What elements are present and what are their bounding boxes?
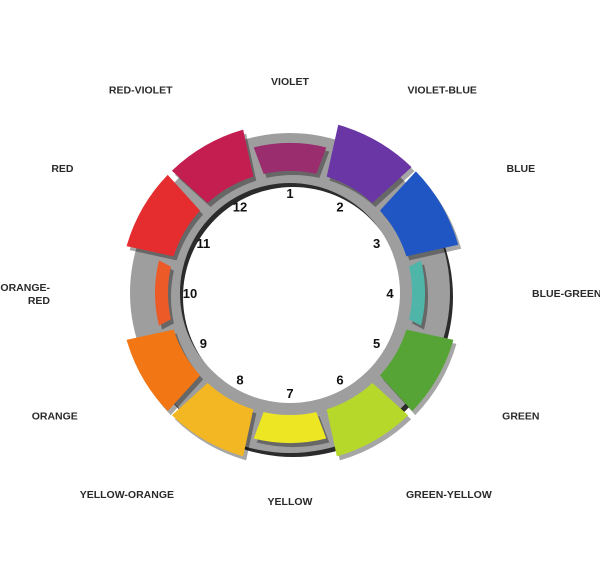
color-segment-yellow-orange: [171, 382, 254, 457]
color-segment-green-yellow: [326, 382, 409, 457]
segment-name: RED-VIOLET: [109, 84, 173, 96]
color-segment-violet: [253, 143, 327, 174]
ring-band: [130, 133, 450, 453]
segment-name: ORANGE-RED: [0, 282, 50, 307]
segment-names: VIOLET VIOLET-BLUE BLUE BLUE-GREEN GREEN GREE…: [0, 76, 600, 508]
color-segment-violet-blue: [326, 124, 412, 204]
segment-number: 11: [197, 236, 211, 251]
segment-number: 5: [373, 336, 380, 351]
segment-name: YELLOW-ORANGE: [80, 489, 174, 501]
segment-name: GREEN-YELLOW: [406, 489, 492, 501]
color-segment-green: [379, 329, 454, 412]
segment-name: RED: [51, 163, 74, 175]
color-segment-red-violet: [171, 129, 254, 204]
segment-number: 1: [286, 186, 293, 201]
segment-name: VIOLET: [271, 76, 310, 88]
color-segment-orange-red: [154, 260, 171, 326]
segment-number: 6: [336, 373, 343, 388]
segment-number: 8: [236, 373, 243, 388]
segment-number: 3: [373, 236, 380, 251]
segment-name: ORANGE: [32, 411, 78, 423]
color-segment-blue: [379, 171, 459, 257]
segment-name: BLUE: [507, 163, 536, 175]
color-segment-yellow: [253, 412, 327, 444]
segment-name: VIOLET-BLUE: [408, 84, 477, 96]
segment-name: YELLOW: [268, 496, 313, 508]
segment-name: BLUE-GREEN: [532, 288, 600, 300]
gray-ring: [130, 133, 453, 457]
segment-number: 4: [386, 286, 394, 301]
color-segments: [126, 124, 462, 461]
color-segment-red: [126, 174, 201, 257]
color-segment-blue-green: [409, 260, 426, 326]
segment-number: 10: [183, 286, 197, 301]
segment-number: 2: [336, 199, 343, 214]
segment-number: 9: [200, 336, 207, 351]
color-segment-orange: [126, 329, 201, 412]
segment-name: GREEN: [502, 411, 539, 423]
segment-number: 12: [233, 199, 247, 214]
segment-number: 7: [286, 386, 293, 401]
